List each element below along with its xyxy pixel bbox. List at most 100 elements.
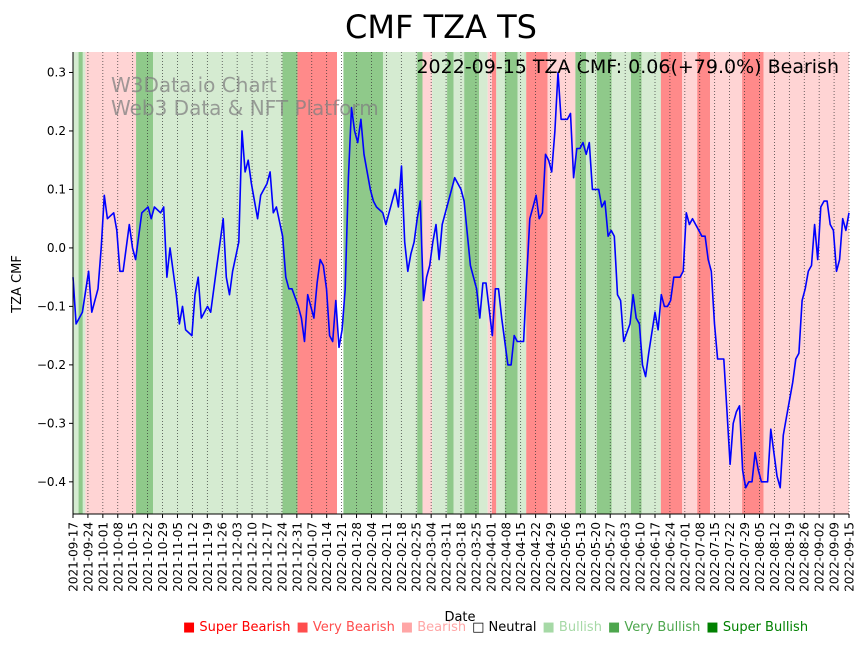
band-very_bullish	[630, 52, 642, 514]
band-very_bullish	[343, 52, 383, 514]
watermark-line: W3Data.io Chart	[111, 73, 277, 97]
x-tick-label: 2022-03-25	[469, 522, 483, 592]
x-tick-label: 2022-08-12	[768, 522, 782, 592]
x-tick-label: 2022-09-15	[843, 522, 857, 592]
x-tick-label: 2022-05-27	[604, 522, 618, 592]
band-very_bullish	[464, 52, 480, 514]
band-very_bearish	[660, 52, 683, 514]
watermark-line: Web3 Data & NFT Platform	[111, 96, 379, 120]
band-very_bullish	[504, 52, 518, 514]
x-tick-label: 2021-11-05	[171, 522, 185, 592]
band-bullish	[153, 52, 174, 514]
x-tick-label: 2021-10-08	[111, 522, 125, 592]
band-bullish	[586, 52, 597, 514]
x-tick-label: 2022-04-29	[544, 522, 558, 592]
x-tick-label: 2022-02-04	[365, 522, 379, 592]
x-tick-label: 2022-06-10	[634, 522, 648, 592]
x-tick-label: 2022-07-29	[738, 522, 752, 592]
y-tick-label: −0.4	[37, 475, 66, 489]
x-tick-label: 2022-03-11	[440, 522, 454, 592]
x-axis-label: Date	[444, 610, 475, 625]
x-tick-label: 2022-08-05	[753, 522, 767, 592]
x-tick-label: 2022-07-22	[723, 522, 737, 592]
x-tick-label: 2021-09-24	[81, 522, 95, 592]
x-tick-label: 2022-07-08	[693, 522, 707, 592]
band-bullish	[73, 52, 79, 514]
cmf-series-line	[72, 71, 850, 489]
x-tick-label: 2021-12-10	[246, 522, 260, 592]
legend: ■ Super Bearish ■ Very Bearish ■ Bearish □ …	[183, 620, 814, 635]
band-bearish	[487, 52, 492, 514]
y-tick-label: −0.1	[37, 299, 66, 313]
x-tick-label: 2021-11-12	[186, 522, 200, 592]
x-tick-label: 2022-09-02	[813, 522, 827, 592]
x-tick-label: 2022-04-08	[499, 522, 513, 592]
y-axis-label: TZA CMF	[10, 255, 25, 314]
band-bearish	[85, 52, 137, 514]
legend-item-bearish: ■ Bearish	[400, 620, 467, 635]
legend-item-very-bearish: ■ Very Bearish	[296, 620, 395, 635]
legend-item-super-bullish: ■ Super Bullish	[706, 620, 809, 635]
x-tick-label: 2022-07-15	[708, 522, 722, 592]
band-very_bearish	[697, 52, 711, 514]
y-tick-label: 0.3	[47, 65, 66, 79]
x-tick-label: 2021-10-22	[141, 522, 155, 592]
band-bullish	[82, 52, 86, 514]
latest-value-annotation: 2022-09-15 TZA CMF: 0.06(+79.0%) Bearish	[416, 56, 839, 78]
band-bullish	[453, 52, 465, 514]
x-tick-label: 2022-01-21	[335, 522, 349, 592]
x-tick-label: 2021-12-31	[290, 522, 304, 592]
legend-item-super-bearish: ■ Super Bearish	[183, 620, 291, 635]
x-tick-label: 2022-08-26	[798, 522, 812, 592]
x-tick-label: 2021-11-19	[201, 522, 215, 592]
y-tick-label: −0.2	[37, 358, 66, 372]
band-very_bearish	[742, 52, 764, 514]
x-tick-label: 2022-05-13	[574, 522, 588, 592]
x-tick-label: 2022-01-07	[305, 522, 319, 592]
x-tick-label: 2022-06-24	[663, 522, 677, 592]
y-tick-label: 0.0	[47, 241, 66, 255]
band-very_bullish	[136, 52, 154, 514]
x-tick-label: 2022-03-18	[455, 522, 469, 592]
band-very_bullish	[596, 52, 612, 514]
band-very_bullish	[417, 52, 423, 514]
x-tick-label: 2022-03-04	[425, 522, 439, 592]
x-tick-label: 2022-01-14	[320, 522, 334, 592]
y-tick-label: −0.3	[37, 416, 66, 430]
band-bullish	[382, 52, 418, 514]
x-tick-label: 2022-05-06	[559, 522, 573, 592]
x-tick-label: 2022-04-15	[514, 522, 528, 592]
y-axis-ticks: 0.3 0.2 0.1 0.0 −0.1 −0.2 −0.3 −0.4	[37, 65, 73, 489]
x-tick-label: 2021-09-17	[67, 522, 81, 592]
band-very_bullish	[78, 52, 83, 514]
x-tick-label: 2022-05-20	[589, 522, 603, 592]
chart-title: CMF TZA TS	[345, 8, 537, 46]
x-tick-label: 2021-12-17	[261, 522, 275, 592]
x-tick-label: 2022-02-11	[380, 522, 394, 592]
x-tick-label: 2022-02-25	[410, 522, 424, 592]
x-tick-label: 2022-07-01	[678, 522, 692, 592]
x-tick-label: 2021-10-29	[156, 522, 170, 592]
x-tick-label: 2021-11-26	[216, 522, 230, 592]
band-bullish	[517, 52, 527, 514]
x-tick-label: 2022-09-09	[828, 522, 842, 592]
band-bullish	[611, 52, 631, 514]
x-tick-label: 2022-06-03	[619, 522, 633, 592]
x-tick-label: 2022-02-18	[395, 522, 409, 592]
band-very_bullish	[447, 52, 454, 514]
x-axis-ticks: 2021-09-17 2021-09-24 2021-10-01 2021-10-08…	[67, 514, 857, 592]
band-bearish	[682, 52, 698, 514]
x-tick-label: 2021-10-01	[96, 522, 110, 592]
x-tick-label: 2022-04-22	[529, 522, 543, 592]
x-tick-label: 2022-08-19	[783, 522, 797, 592]
band-very_bearish	[491, 52, 497, 514]
legend-item-neutral: □ Neutral	[472, 620, 537, 635]
band-bearish	[710, 52, 743, 514]
x-tick-label: 2021-12-03	[231, 522, 245, 592]
x-tick-label: 2021-12-24	[275, 522, 289, 592]
legend-item-bullish: ■ Bullish	[542, 620, 602, 635]
legend-item-very-bullish: ■ Very Bullish	[607, 620, 701, 635]
band-bullish	[641, 52, 661, 514]
x-tick-label: 2021-10-15	[126, 522, 140, 592]
